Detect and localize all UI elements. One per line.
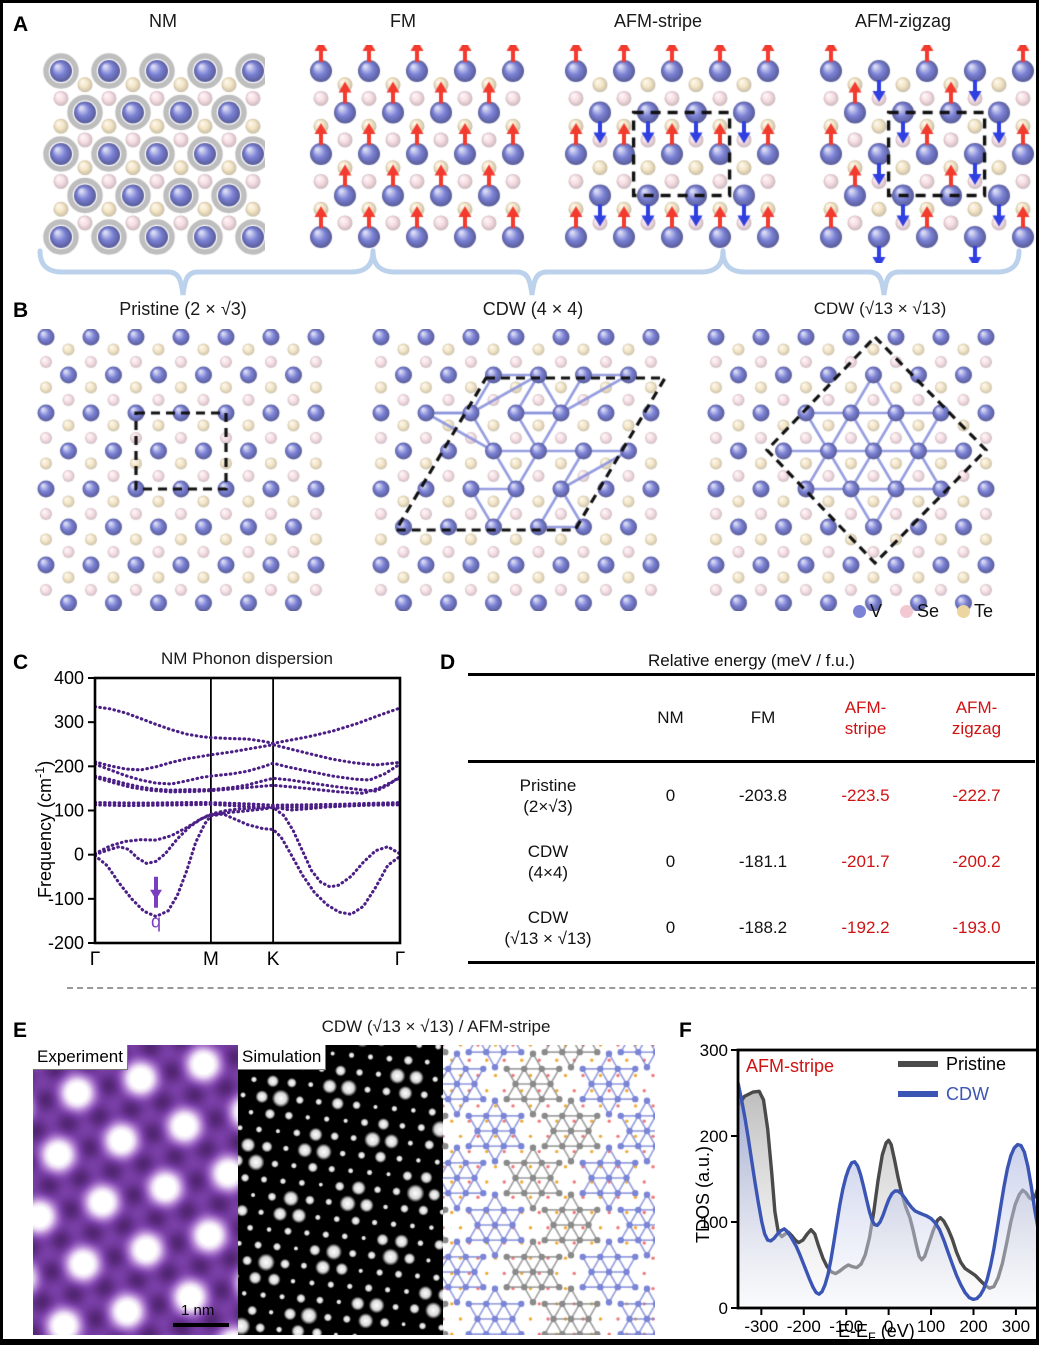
svg-text:300: 300 xyxy=(1002,1317,1030,1336)
energy-value: 0 xyxy=(665,786,676,805)
section-divider xyxy=(67,987,1036,989)
legend-item-se: Se xyxy=(900,601,939,622)
table-row: Pristine (2×√3) 0 -203.8 -223.5 -222.7 xyxy=(468,763,1035,829)
v-atom-icon xyxy=(853,605,866,618)
phonon-dispersion-chart: 400 300 200 100 0 -100 -200 Γ M K Γq xyxy=(48,668,405,970)
q-point-annotation: q xyxy=(151,912,161,932)
energy-table-title: Relative energy (meV / f.u.) xyxy=(648,651,855,670)
legend-label-pristine: Pristine xyxy=(946,1054,1006,1074)
svg-text:M: M xyxy=(203,949,219,970)
cdw-4x4-lattice-image xyxy=(356,329,686,611)
column-header-afm-stripe: AFM-stripe xyxy=(844,697,887,738)
panel-b-title-cdw13: CDW (√13 × √13) xyxy=(813,299,947,318)
panel-a-label: A xyxy=(13,13,29,36)
svg-text:K: K xyxy=(267,949,280,970)
svg-text:200: 200 xyxy=(54,756,84,776)
energy-value: -181.1 xyxy=(738,852,788,871)
svg-text:400: 400 xyxy=(54,668,84,688)
table-row: CDW (√13 × √13) 0 -188.2 -192.2 -193.0 xyxy=(468,895,1035,961)
stm-simulation-image xyxy=(238,1045,443,1335)
scale-bar xyxy=(173,1323,229,1327)
panel-b-title-cdw44: CDW (4 × 4) xyxy=(482,299,584,319)
tdos-xlabel: E-EF (eV) xyxy=(838,1321,915,1345)
svg-text:-100: -100 xyxy=(48,889,84,909)
table-row: CDW (4×4) 0 -181.1 -201.7 -200.2 xyxy=(468,829,1035,895)
energy-table-body: NM FM AFM-stripe AFM-zigzag Pristine (2×√3) 0… xyxy=(468,673,1035,964)
svg-text:-300: -300 xyxy=(744,1317,778,1336)
phonon-chart-title: NM Phonon dispersion xyxy=(161,649,333,668)
energy-table-header: NM FM AFM-stripe AFM-zigzag xyxy=(468,676,1035,763)
atom-legend: V Se Te xyxy=(853,601,993,622)
atomic-model-image xyxy=(443,1045,655,1335)
energy-value: -200.2 xyxy=(952,852,1001,871)
svg-text:300: 300 xyxy=(700,1041,728,1060)
svg-text:-100: -100 xyxy=(829,1317,863,1336)
afm-stripe-lattice-image xyxy=(540,45,780,260)
scale-bar-label: 1 nm xyxy=(181,1302,215,1319)
brace-connectors xyxy=(37,248,1022,296)
column-header-afm-zigzag: AFM-zigzag xyxy=(951,697,1002,738)
energy-value: 0 xyxy=(665,918,676,937)
nm-lattice-image xyxy=(25,45,265,260)
legend-item-te: Te xyxy=(957,601,993,622)
svg-text:300: 300 xyxy=(54,712,84,732)
energy-value: -193.0 xyxy=(952,918,1001,937)
fm-lattice-image xyxy=(285,45,525,260)
panel-a-title-afm-stripe: AFM-stripe xyxy=(613,11,702,31)
svg-text:0: 0 xyxy=(884,1317,893,1336)
svg-text:100: 100 xyxy=(917,1317,945,1336)
svg-text:200: 200 xyxy=(700,1127,728,1146)
panel-a-title-nm: NM xyxy=(149,11,177,31)
panel-e-title: CDW (√13 × √13) / AFM-stripe xyxy=(321,1017,551,1036)
panel-a-title-afm-zigzag: AFM-zigzag xyxy=(854,11,952,31)
legend-label-v: V xyxy=(870,601,883,621)
panel-d-label: D xyxy=(440,651,456,674)
svg-text:0: 0 xyxy=(719,1299,728,1318)
pristine-lattice-image xyxy=(21,329,351,611)
row-label: Pristine (2×√3) xyxy=(519,775,577,816)
panel-e-label: E xyxy=(13,1019,28,1042)
energy-table: Relative energy (meV / f.u.) NM FM AFM-str… xyxy=(468,649,1035,964)
te-atom-icon xyxy=(957,605,971,618)
tdos-chart: 0 100 200 300 -300 -200 -100 0 100 200 300 AFM-stri… xyxy=(700,1041,1036,1336)
svg-text:Γ: Γ xyxy=(395,949,405,970)
experiment-tag: Experiment xyxy=(33,1045,128,1070)
se-atom-icon xyxy=(900,605,914,618)
energy-value: -188.2 xyxy=(738,918,788,937)
panel-b-title-pristine: Pristine (2 × √3) xyxy=(119,299,247,319)
svg-text:0: 0 xyxy=(74,845,84,865)
legend-label-se: Se xyxy=(917,601,940,621)
row-label: CDW (4×4) xyxy=(527,841,569,882)
afm-zigzag-lattice-image xyxy=(795,45,1035,263)
svg-text:-200: -200 xyxy=(787,1317,821,1336)
svg-text:100: 100 xyxy=(54,801,84,821)
svg-text:Γ: Γ xyxy=(90,949,100,970)
cdw-sqrt13-lattice-image xyxy=(691,329,1021,611)
simulation-tag: Simulation xyxy=(238,1045,327,1070)
energy-value: -223.5 xyxy=(841,786,890,805)
panel-c-label: C xyxy=(13,651,29,674)
panel-b-label: B xyxy=(13,299,29,322)
energy-value: -201.7 xyxy=(841,852,890,871)
column-header-nm: NM xyxy=(657,708,684,727)
svg-text:-200: -200 xyxy=(48,933,84,953)
energy-value: 0 xyxy=(665,852,676,871)
panel-a-title-fm: FM xyxy=(390,11,416,31)
energy-value: -192.2 xyxy=(841,918,890,937)
column-header-fm: FM xyxy=(750,708,776,727)
svg-text:200: 200 xyxy=(959,1317,987,1336)
svg-text:100: 100 xyxy=(700,1213,728,1232)
stm-experiment-image xyxy=(33,1045,238,1335)
legend-label-te: Te xyxy=(974,601,994,621)
afm-stripe-annotation: AFM-stripe xyxy=(746,1056,834,1076)
legend-item-v: V xyxy=(853,601,882,622)
panel-f-label: F xyxy=(679,1019,692,1042)
energy-value: -203.8 xyxy=(738,786,788,805)
legend-label-cdw: CDW xyxy=(946,1084,989,1104)
row-label: CDW (√13 × √13) xyxy=(504,907,592,948)
energy-value: -222.7 xyxy=(952,786,1001,805)
